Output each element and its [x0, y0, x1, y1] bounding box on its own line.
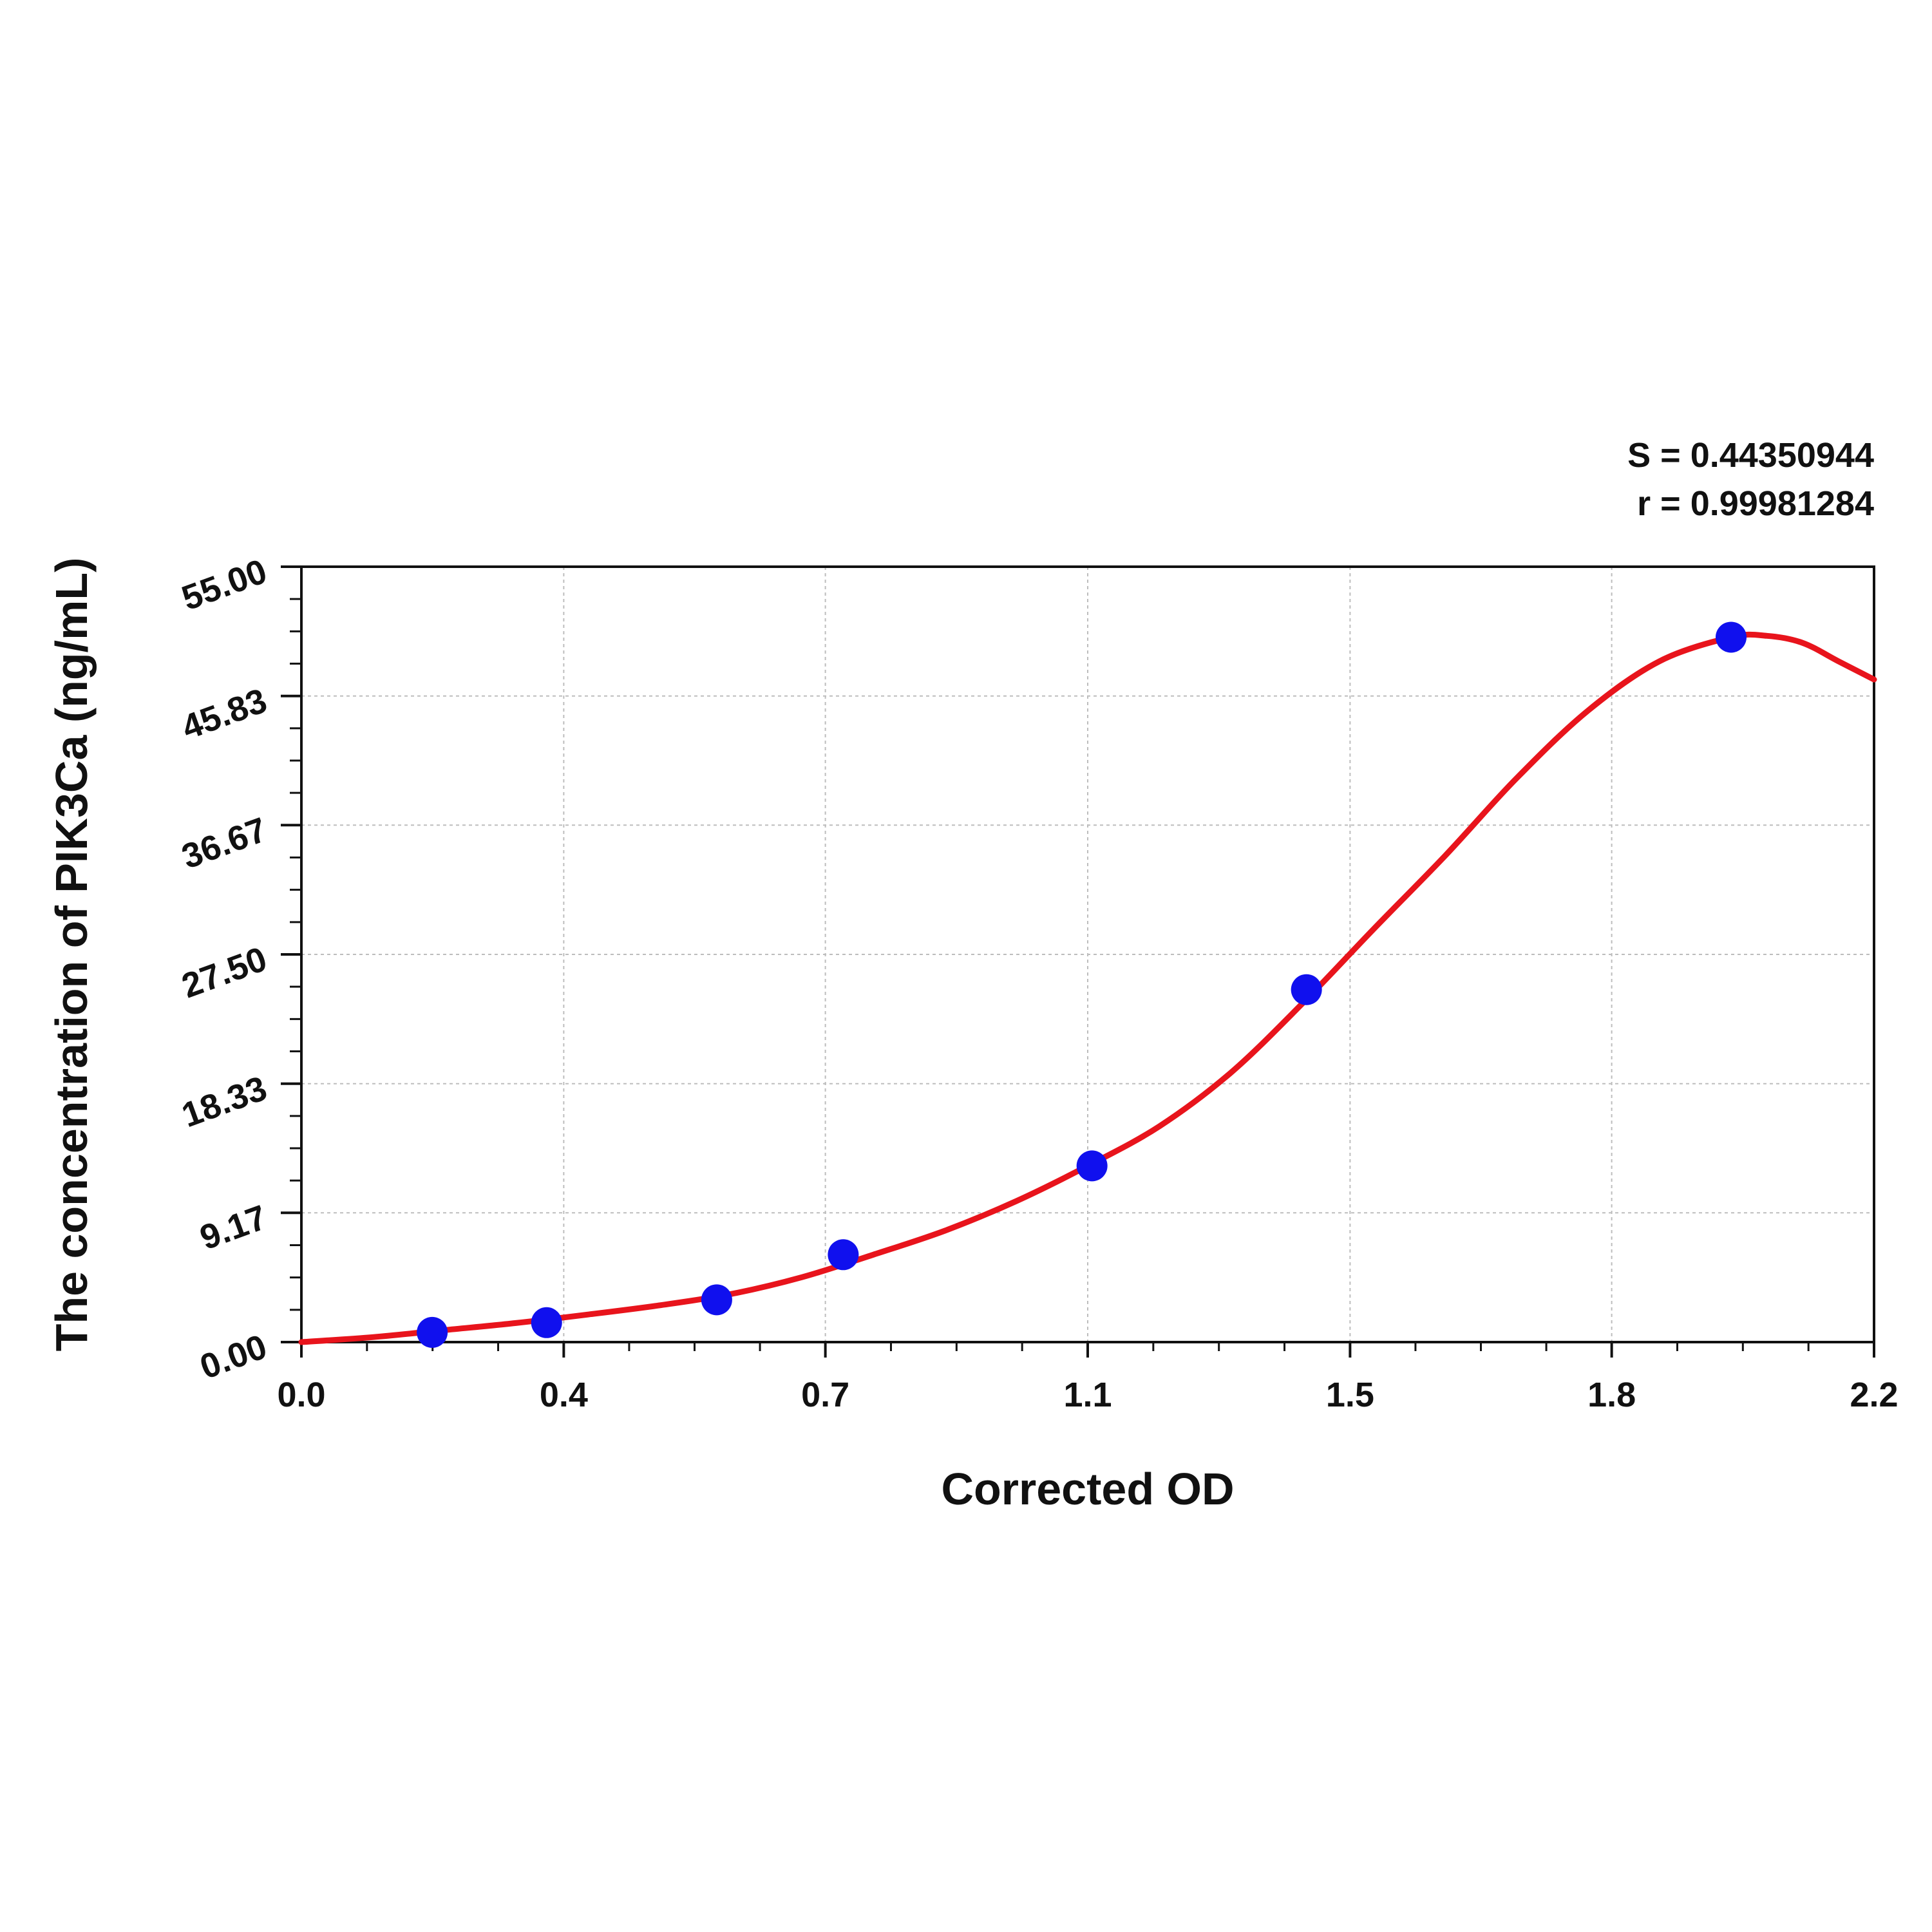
x-tick-label: 1.5: [1326, 1376, 1374, 1414]
fit-curve-line: [298, 631, 1877, 1345]
data-points: [417, 621, 1747, 1348]
data-point: [701, 1284, 732, 1316]
y-axis-title: The concentration of PIK3Ca (ng/mL): [46, 558, 97, 1352]
x-tick-labels: 0.0 0.4 0.7 1.1 1.5 1.8 2.2: [277, 1376, 1898, 1414]
x-tick-label: 2.2: [1850, 1376, 1898, 1414]
x-tick-label: 1.8: [1587, 1376, 1636, 1414]
x-tick-label: 1.1: [1063, 1376, 1112, 1414]
s-statistic: S = 0.44350944: [1627, 436, 1874, 475]
data-point: [1716, 621, 1747, 653]
data-point: [531, 1307, 562, 1338]
data-point: [417, 1316, 448, 1348]
plot-frame: [300, 565, 1875, 1343]
r-statistic: r = 0.99981284: [1637, 484, 1874, 523]
fit-statistics: S = 0.44350944 r = 0.99981284: [1627, 436, 1874, 523]
x-tick-label: 0.4: [540, 1376, 588, 1414]
x-tick-label: 0.7: [801, 1376, 849, 1414]
data-point: [828, 1239, 859, 1271]
grid-lines: [301, 567, 1874, 1342]
data-point: [1291, 974, 1322, 1005]
minor-ticks: [290, 598, 1810, 1351]
x-axis-title: Corrected OD: [941, 1464, 1234, 1514]
data-point: [1076, 1150, 1108, 1182]
x-tick-label: 0.0: [277, 1376, 325, 1414]
